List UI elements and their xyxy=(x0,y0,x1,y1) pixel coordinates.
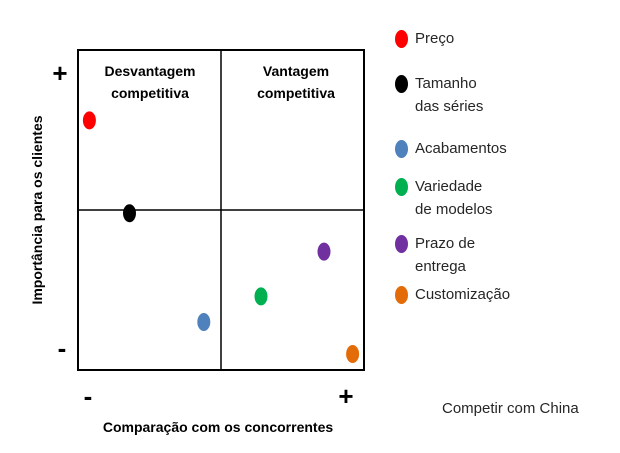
legend-marker xyxy=(395,235,408,253)
caption: Competir com China xyxy=(442,400,579,417)
quadrant-label-line: competitiva xyxy=(257,85,335,101)
x-axis-title: Comparação com os concorrentes xyxy=(103,419,334,435)
y-min-label: - xyxy=(58,333,67,363)
legend-label: Acabamentos xyxy=(415,140,507,157)
data-points xyxy=(82,111,360,363)
legend-marker xyxy=(395,140,408,158)
legend-label: Preço xyxy=(415,30,455,47)
quadrant-label-line: Vantagem xyxy=(263,63,329,79)
x-max-label: + xyxy=(338,381,353,411)
legend-label: Tamanho das séries xyxy=(415,75,484,115)
legend-marker xyxy=(395,75,408,93)
x-min-label: - xyxy=(84,381,93,411)
data-point xyxy=(197,313,211,331)
y-axis-title: Importância para os clientes xyxy=(29,115,45,304)
quadrant-label-line: Desvantagem xyxy=(104,63,195,79)
data-point xyxy=(82,111,96,130)
quadrant-label-line: competitiva xyxy=(111,85,189,101)
y-max-label: + xyxy=(52,58,67,88)
data-point xyxy=(317,242,331,261)
legend-label: Variedade de modelos xyxy=(415,178,493,218)
quadrant-label-top-left: Desvantagem competitiva xyxy=(104,63,195,101)
data-point xyxy=(346,345,360,363)
data-point xyxy=(123,204,136,223)
legend-marker xyxy=(395,178,408,196)
legend-label: Prazo de entrega xyxy=(415,235,476,275)
legend-marker xyxy=(395,30,408,48)
legend-marker xyxy=(395,286,408,304)
data-point xyxy=(254,287,268,306)
legend-label: Customização xyxy=(415,286,511,303)
quadrant-label-top-right: Vantagem competitiva xyxy=(257,63,335,101)
